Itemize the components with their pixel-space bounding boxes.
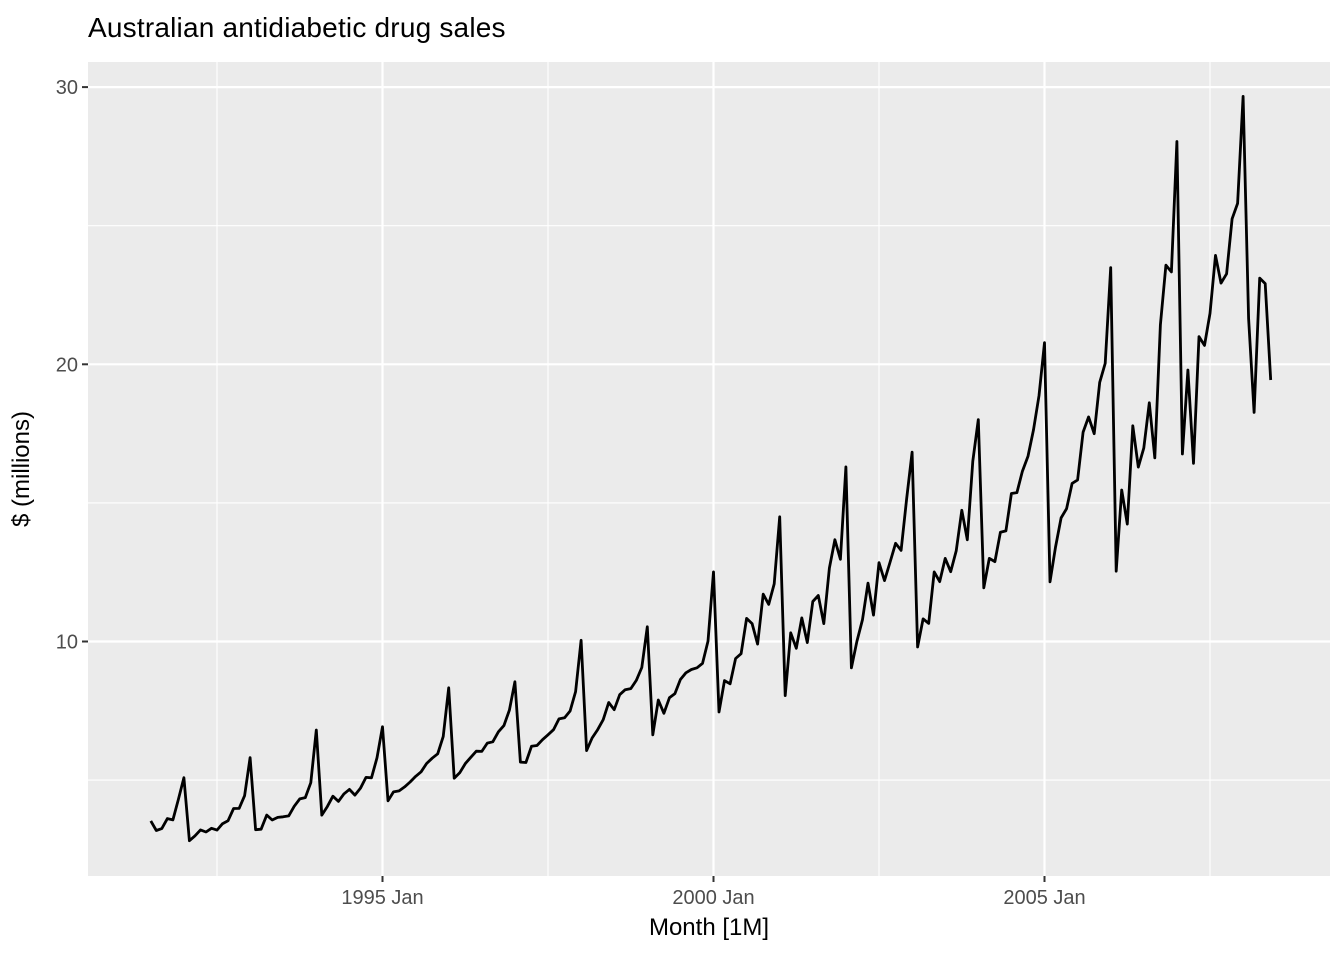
x-tick-label: 2005 Jan — [1003, 887, 1085, 909]
chart-title: Australian antidiabetic drug sales — [88, 12, 506, 43]
x-axis-title: Month [1M] — [648, 914, 770, 941]
y-tick-label: 30 — [56, 77, 78, 99]
y-tick-label: 10 — [56, 632, 78, 654]
y-tick-label: 20 — [56, 354, 78, 376]
sales-line — [149, 95, 1273, 843]
x-tick-label: 2000 Jan — [672, 887, 754, 909]
x-tick-label: 1995 Jan — [341, 887, 423, 909]
panel-background — [88, 62, 1330, 876]
y-axis-title: $ (millions) — [8, 62, 36, 876]
y-axis-title-text: $ (millions) — [8, 410, 35, 527]
